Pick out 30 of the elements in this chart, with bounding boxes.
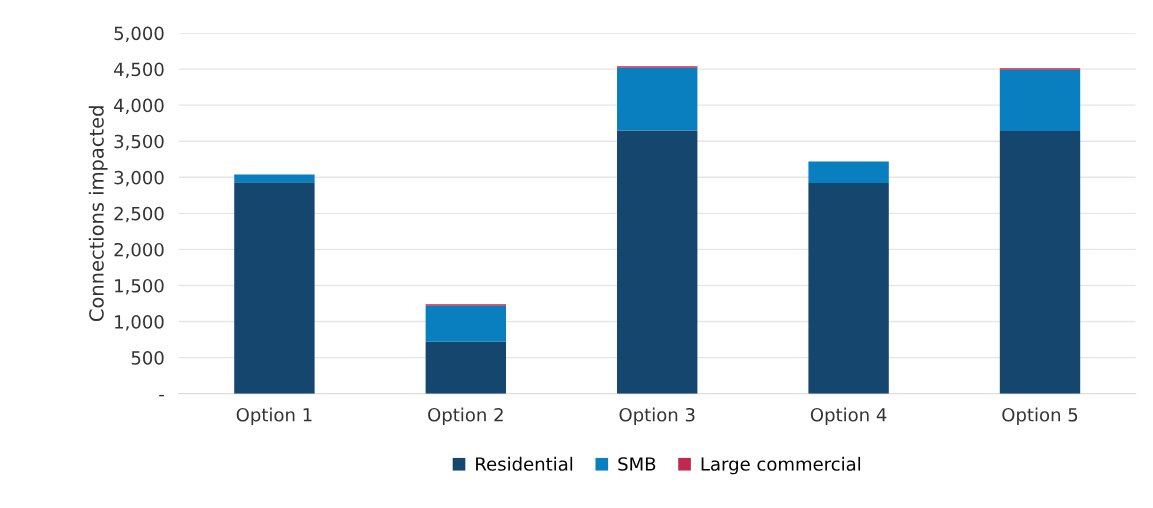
bar	[808, 183, 889, 394]
y-tick-label: 4,500	[114, 62, 164, 79]
x-tick-label: Option 4	[810, 407, 887, 426]
bar	[999, 69, 1081, 132]
y-tick-label: 3,000	[114, 170, 164, 187]
legend-label: Large commercial	[701, 456, 861, 475]
bar	[617, 130, 698, 394]
bar	[808, 161, 889, 184]
y-axis-title: Connections impacted	[88, 106, 108, 322]
y-tick-label: 5,000	[114, 26, 164, 42]
y-tick-label: 1,000	[115, 315, 164, 331]
y-tick-label: 2,000	[114, 242, 164, 259]
legend-label: Residential	[476, 456, 573, 471]
x-tick-label: Option 1	[236, 407, 312, 426]
bar	[234, 174, 315, 183]
y-tick-label: 2,500	[114, 206, 164, 223]
bar	[425, 341, 507, 394]
x-tick-label: Option 2	[428, 407, 503, 426]
y-tick-label: 1,500	[115, 278, 164, 295]
bar	[617, 67, 698, 131]
x-tick-label: Option 5	[1002, 407, 1078, 426]
x-tick-label: Option 3	[619, 407, 695, 426]
y-tick-label: 4,000	[114, 98, 164, 115]
y-tick-label: -	[159, 394, 164, 397]
bar	[234, 182, 315, 394]
y-tick-label: 500	[131, 351, 164, 365]
y-tick-label: 3,500	[114, 134, 164, 151]
bar	[999, 131, 1081, 394]
legend-label: SMB	[618, 457, 656, 471]
bar	[425, 305, 507, 342]
